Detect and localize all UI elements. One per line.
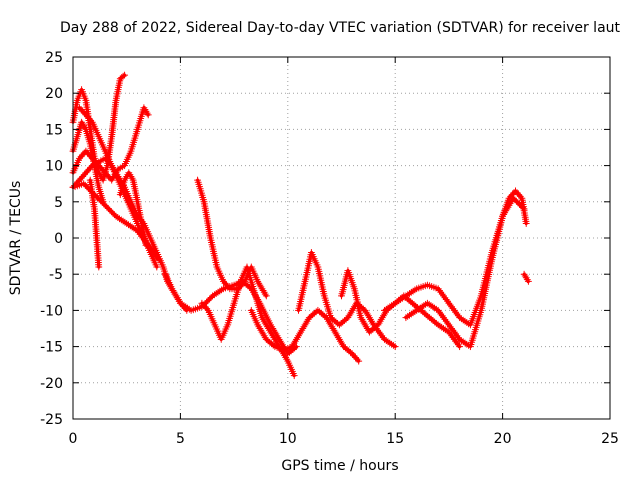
series-sat-k [198, 263, 298, 380]
y-tick-label: -25 [40, 412, 63, 428]
y-tick-label: 15 [45, 122, 63, 138]
x-tick-label: 25 [601, 431, 619, 447]
y-tick-labels: -25 -20 -15 -10 -5 0 5 10 15 20 25 [40, 50, 63, 428]
chart-title: Day 288 of 2022, Sidereal Day-to-day VTE… [60, 20, 621, 36]
series-markers [295, 249, 399, 351]
series-markers [86, 176, 103, 271]
x-tick-label: 20 [494, 431, 512, 447]
series-sat-l [247, 306, 363, 365]
y-tick-label: 5 [54, 195, 63, 211]
series-sat-m [295, 249, 399, 351]
series-markers [402, 187, 530, 351]
data-series [69, 71, 532, 380]
y-tick-label: 10 [45, 159, 63, 175]
y-tick-label: -20 [40, 376, 63, 392]
x-tick-label: 0 [69, 431, 78, 447]
series-sat-q [520, 270, 532, 285]
series-markers [116, 169, 150, 249]
y-tick-label: -15 [40, 340, 63, 356]
y-tick-label: -10 [40, 303, 63, 319]
series-sat-h [116, 169, 150, 249]
x-tick-label: 10 [279, 431, 297, 447]
x-tick-label: 15 [386, 431, 404, 447]
x-tick-labels: 0 5 10 15 20 25 [69, 431, 619, 447]
series-markers [198, 263, 298, 380]
series-markers [247, 306, 363, 365]
axis-ticks [72, 56, 611, 420]
y-tick-label: 20 [45, 86, 63, 102]
y-tick-label: -5 [49, 267, 63, 283]
series-sat-p [402, 187, 530, 351]
x-tick-label: 5 [176, 431, 185, 447]
series-sat-g [86, 176, 103, 271]
y-tick-label: 25 [45, 50, 63, 66]
series-markers [520, 270, 532, 285]
y-axis-label: SDTVAR / TECUs [8, 181, 24, 296]
x-axis-label: GPS time / hours [281, 458, 398, 474]
y-tick-label: 0 [54, 231, 63, 247]
